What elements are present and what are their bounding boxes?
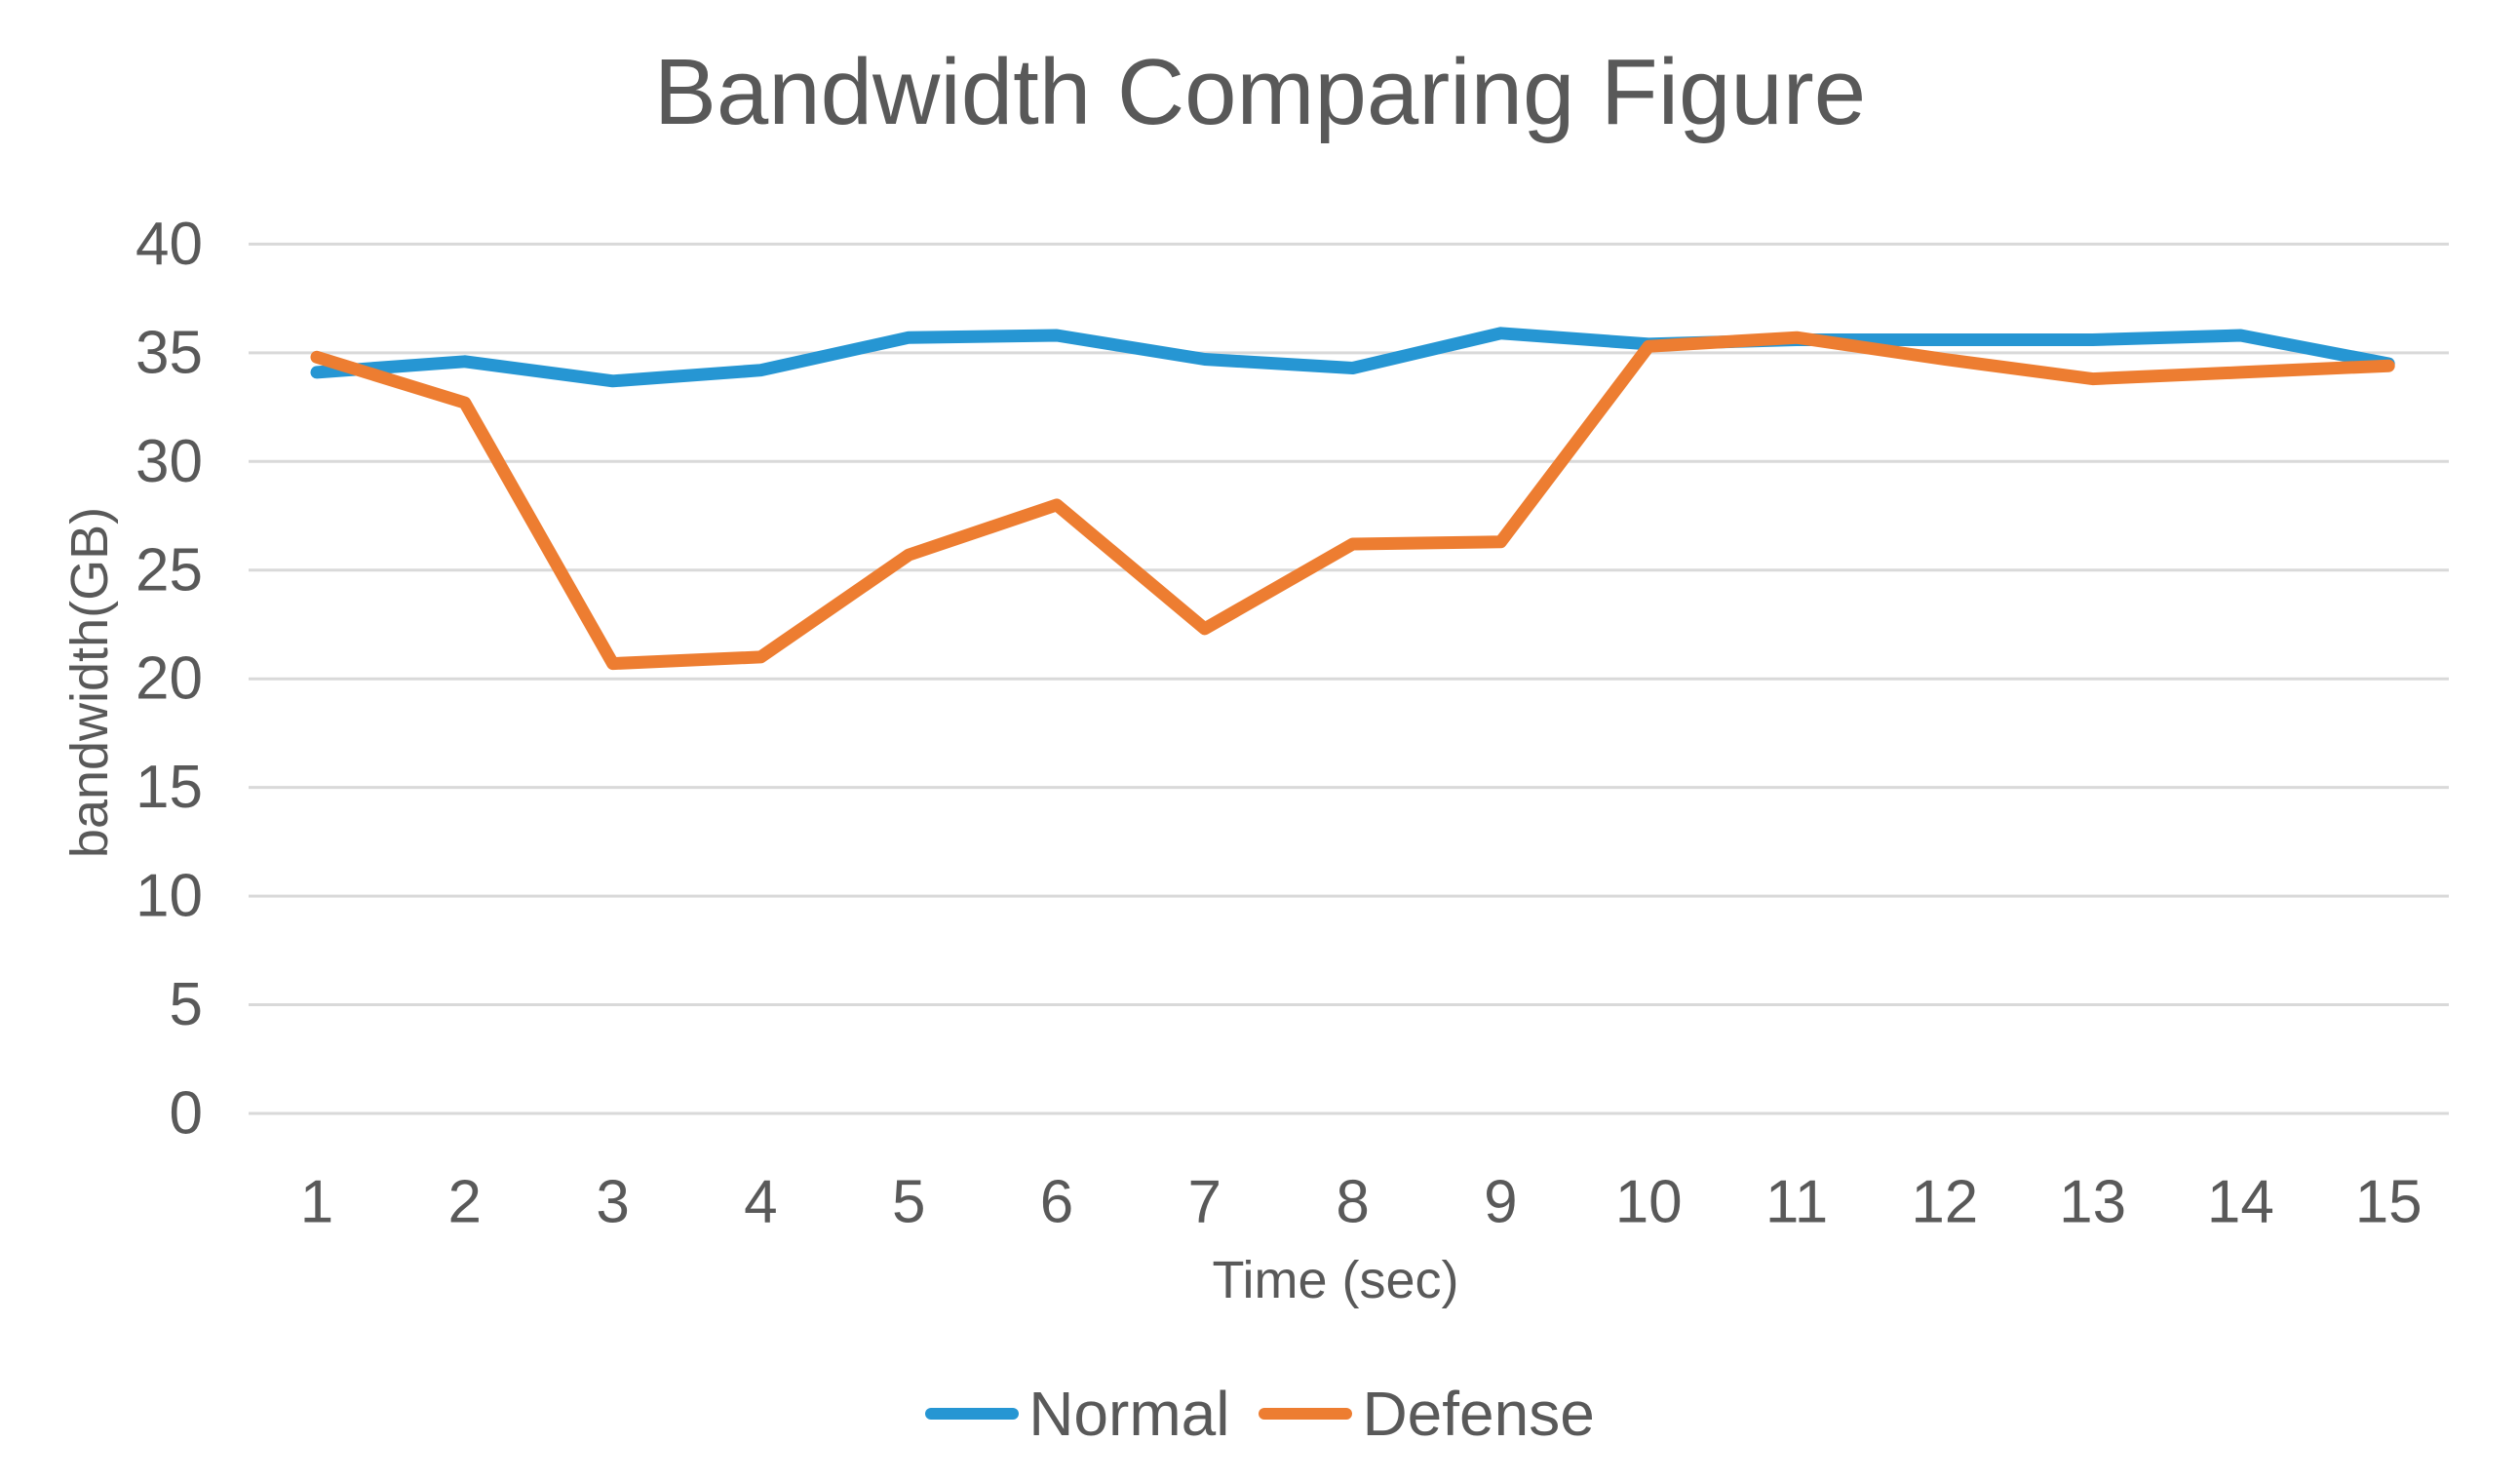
x-tick-label: 1 [300, 1169, 333, 1236]
x-tick-label: 15 [2355, 1169, 2423, 1236]
y-tick-label: 0 [170, 1080, 203, 1148]
y-tick-label: 5 [170, 971, 203, 1038]
x-tick-label: 7 [1188, 1169, 1221, 1236]
x-tick-label: 4 [744, 1169, 777, 1236]
x-tick-label: 12 [1911, 1169, 1978, 1236]
x-tick-label: 5 [892, 1169, 925, 1236]
y-tick-label: 15 [136, 754, 203, 821]
y-tick-label: 35 [136, 319, 203, 386]
x-tick-label: 9 [1484, 1169, 1517, 1236]
y-tick-label: 40 [136, 211, 203, 278]
legend: Normal Defense [0, 1367, 2520, 1461]
x-tick-label: 8 [1336, 1169, 1369, 1236]
legend-swatch-defense [1259, 1408, 1353, 1420]
x-tick-label: 3 [596, 1169, 629, 1236]
x-tick-label: 13 [2059, 1169, 2126, 1236]
legend-item-normal: Normal [925, 1378, 1229, 1450]
chart-title: Bandwidth Comparing Figure [653, 40, 1867, 144]
y-tick-label: 10 [136, 863, 203, 930]
x-axis-title: Time (sec) [1212, 1251, 1459, 1309]
x-tick-label: 14 [2207, 1169, 2274, 1236]
y-tick-label: 30 [136, 428, 203, 495]
x-tick-label: 11 [1765, 1169, 1828, 1236]
legend-swatch-normal [925, 1408, 1020, 1420]
y-tick-label: 25 [136, 536, 203, 604]
y-tick-label: 20 [136, 645, 203, 713]
x-tick-label: 10 [1615, 1169, 1683, 1236]
x-tick-label: 2 [448, 1169, 482, 1236]
legend-label-normal: Normal [1028, 1379, 1230, 1449]
x-tick-label: 6 [1040, 1169, 1073, 1236]
legend-label-defense: Defense [1362, 1379, 1595, 1449]
series-line-normal [310, 327, 2395, 388]
series-line-defense [310, 331, 2395, 671]
legend-item-defense: Defense [1259, 1378, 1595, 1450]
